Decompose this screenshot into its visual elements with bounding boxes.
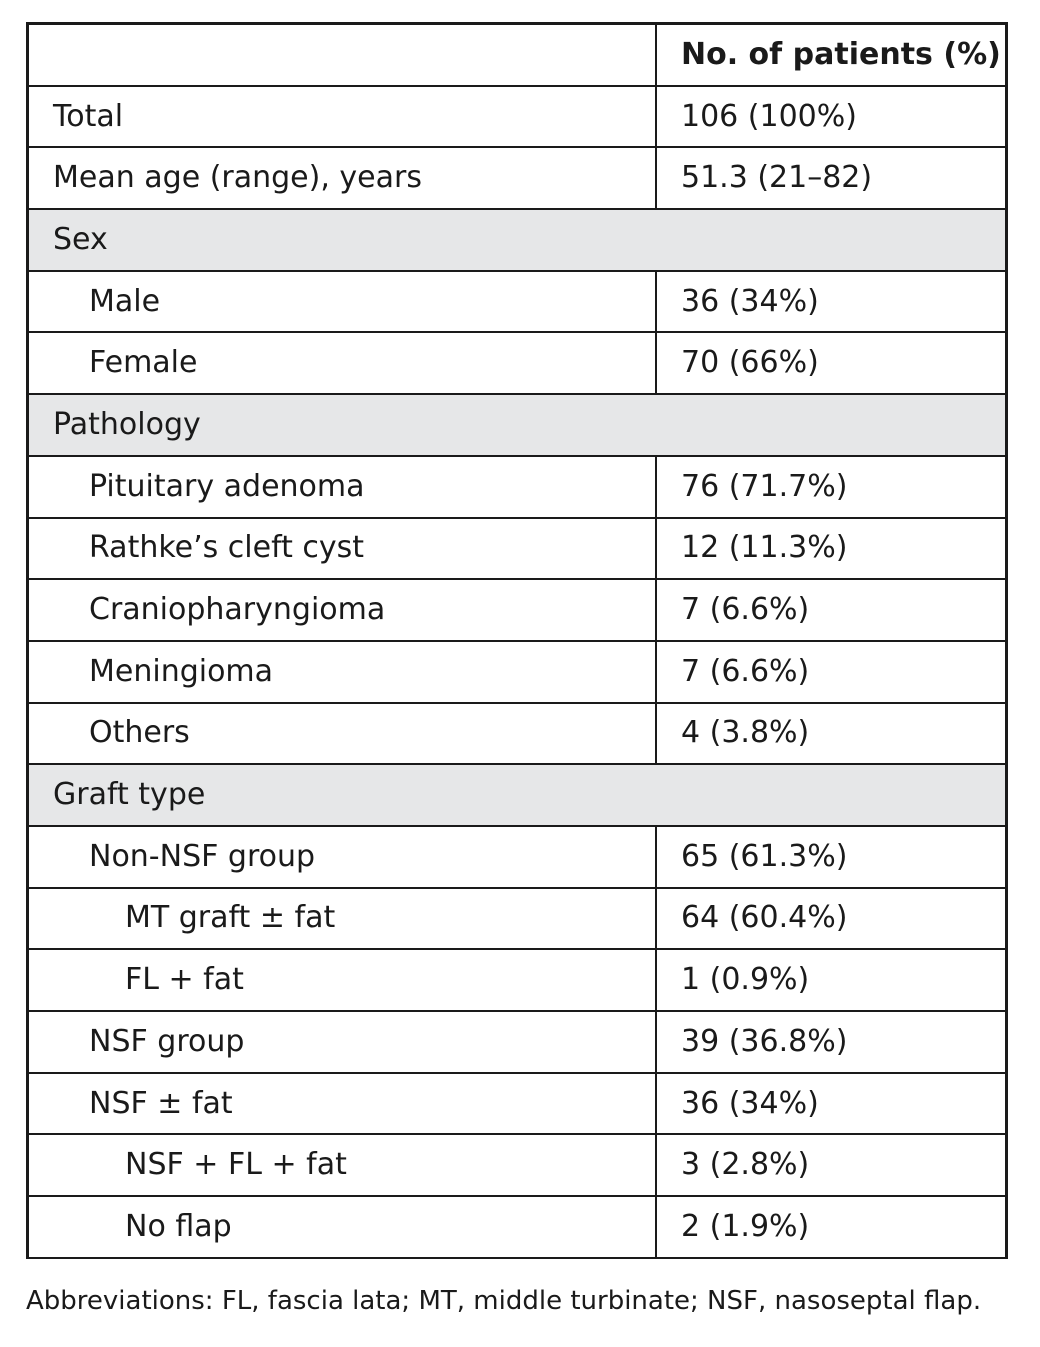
header-value-cell: No. of patients (%) [681, 36, 1001, 72]
section-label: Pathology [53, 406, 201, 442]
table-row: Craniopharyngioma 7 (6.6%) [29, 580, 1005, 642]
section-row-sex: Sex [29, 210, 1005, 272]
table-row: Male 36 (34%) [29, 271, 1005, 334]
row-label: Non-NSF group [29, 826, 657, 887]
patient-characteristics-table: No. of patients (%) Total 106 (100%) Mea… [26, 22, 1008, 1259]
row-value: 76 (71.7%) [681, 468, 848, 504]
row-value: 64 (60.4%) [681, 900, 848, 936]
row-label: NSF group [29, 1012, 657, 1072]
row-value: 106 (100%) [681, 98, 857, 134]
row-value: 70 (66%) [681, 345, 819, 381]
row-value: 2 (1.9%) [681, 1208, 810, 1244]
row-label: Female [29, 333, 657, 394]
row-label: Meningioma [29, 641, 657, 702]
row-label: Pituitary adenoma [29, 456, 657, 517]
row-label: NSF ± fat [29, 1073, 657, 1134]
table-row: NSF group 39 (36.8%) [29, 1012, 1005, 1074]
row-value: 7 (6.6%) [681, 653, 810, 689]
table-row: Non-NSF group 65 (61.3%) [29, 826, 1005, 889]
row-value: 36 (34%) [681, 1085, 819, 1121]
table-row: Meningioma 7 (6.6%) [29, 641, 1005, 704]
row-value: 3 (2.8%) [681, 1147, 810, 1183]
section-row-graft-type: Graft type [29, 765, 1005, 827]
row-label: Rathke’s cleft cyst [29, 518, 657, 579]
table-row: Female 70 (66%) [29, 333, 1005, 396]
table-row: Pituitary adenoma 76 (71.7%) [29, 456, 1005, 519]
row-label: No flap [29, 1197, 657, 1257]
header-label-cell [29, 25, 657, 85]
row-label: NSF + FL + fat [29, 1135, 657, 1196]
row-value: 65 (61.3%) [681, 838, 848, 874]
row-value: 4 (3.8%) [681, 715, 810, 751]
row-label: Craniopharyngioma [29, 580, 657, 640]
table-row: Others 4 (3.8%) [29, 703, 1005, 766]
row-label: FL + fat [29, 950, 657, 1010]
row-value: 7 (6.6%) [681, 592, 810, 628]
section-row-pathology: Pathology [29, 395, 1005, 457]
table-row: MT graft ± fat 64 (60.4%) [29, 888, 1005, 951]
row-value: 51.3 (21–82) [681, 160, 873, 196]
table-row: Rathke’s cleft cyst 12 (11.3%) [29, 518, 1005, 581]
table-footnote: Abbreviations: FL, fascia lata; MT, midd… [26, 1286, 982, 1316]
table-row: Total 106 (100%) [29, 86, 1005, 149]
row-value: 36 (34%) [681, 283, 819, 319]
table-row: FL + fat 1 (0.9%) [29, 950, 1005, 1012]
table-header-row: No. of patients (%) [29, 25, 1005, 87]
table-row: NSF + FL + fat 3 (2.8%) [29, 1135, 1005, 1198]
row-label: Mean age (range), years [29, 148, 657, 209]
section-label: Sex [53, 221, 108, 257]
row-label: Total [29, 86, 657, 147]
row-label: MT graft ± fat [29, 888, 657, 949]
row-label: Others [29, 703, 657, 764]
row-value: 12 (11.3%) [681, 530, 848, 566]
section-label: Graft type [53, 777, 206, 813]
row-label: Male [29, 271, 657, 332]
table-row: Mean age (range), years 51.3 (21–82) [29, 148, 1005, 211]
row-value: 1 (0.9%) [681, 962, 810, 998]
table-row: NSF ± fat 36 (34%) [29, 1073, 1005, 1136]
table-row: No flap 2 (1.9%) [29, 1197, 1005, 1259]
row-value: 39 (36.8%) [681, 1023, 848, 1059]
